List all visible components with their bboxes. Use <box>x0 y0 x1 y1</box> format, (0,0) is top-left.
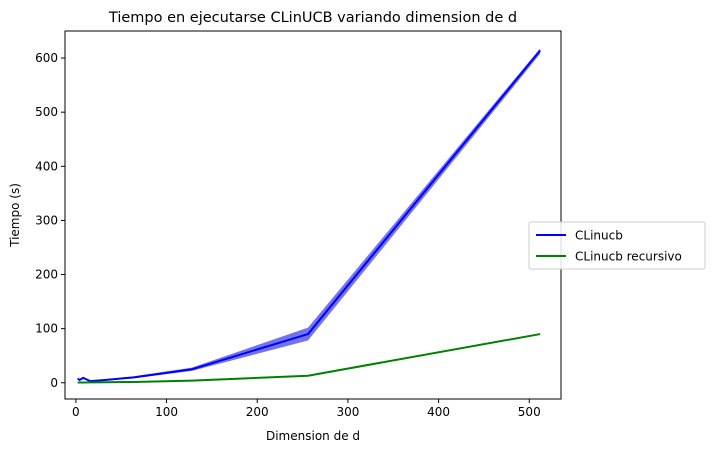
x-tick-label: 100 <box>155 405 178 419</box>
series-line-clinucb <box>77 49 541 383</box>
y-tick-label: 100 <box>35 322 58 336</box>
x-axis-label: Dimension de d <box>266 429 360 443</box>
y-tick-label: 400 <box>35 159 58 173</box>
legend-label-clinucb: CLinucb <box>575 229 623 243</box>
y-tick-label: 600 <box>35 51 58 65</box>
plot-area <box>77 48 541 384</box>
y-tick-label: 500 <box>35 105 58 119</box>
x-tick-label: 400 <box>427 405 450 419</box>
series-line-clinucb-recursivo <box>77 333 541 384</box>
y-axis: 0 100 200 300 400 500 600 <box>35 51 65 390</box>
x-tick-label: 300 <box>336 405 359 419</box>
x-tick-label: 200 <box>246 405 269 419</box>
legend-box <box>528 221 706 270</box>
x-tick-label: 0 <box>72 405 80 419</box>
x-axis: 0 100 200 300 400 500 <box>72 399 541 419</box>
y-tick-label: 0 <box>50 376 58 390</box>
legend-label-clinucb-recursivo: CLinucb recursivo <box>575 250 682 264</box>
y-tick-label: 200 <box>35 268 58 282</box>
y-axis-label: Tiempo (s) <box>8 183 22 248</box>
axes-frame <box>64 30 562 400</box>
chart-title: Tiempo en ejecutarse CLinUCB variando di… <box>108 10 517 26</box>
legend: CLinucb CLinucb recursivo <box>528 221 706 270</box>
y-tick-label: 300 <box>35 213 58 227</box>
x-tick-label: 500 <box>518 405 541 419</box>
